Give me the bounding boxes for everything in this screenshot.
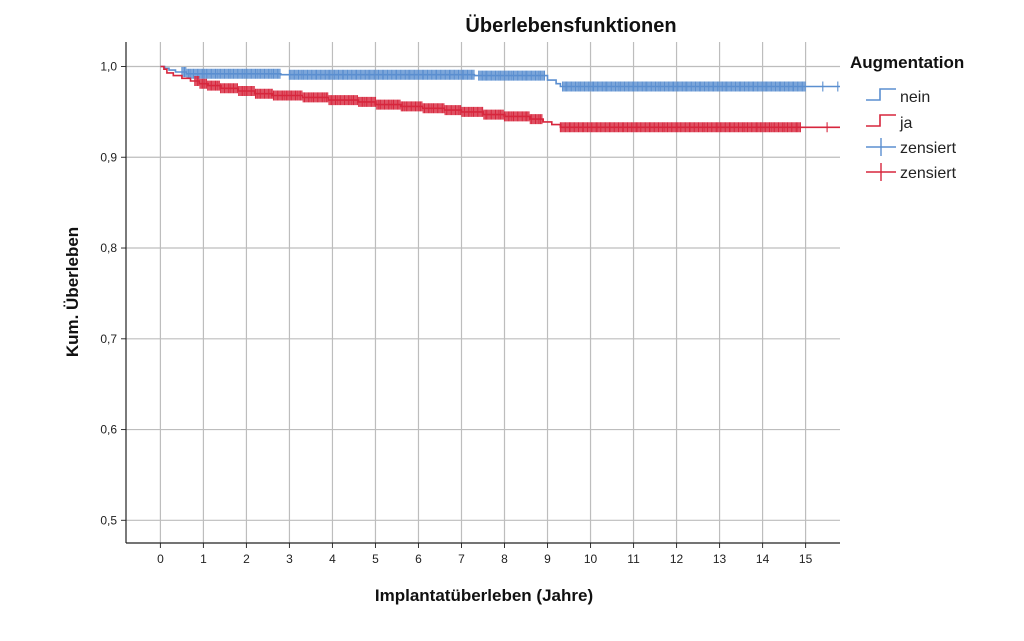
x-tick-label: 7 bbox=[458, 552, 465, 566]
y-tick-label: 0,6 bbox=[100, 423, 117, 437]
legend-label: zensiert bbox=[900, 165, 957, 182]
grid-lines bbox=[126, 42, 840, 543]
x-tick-label: 11 bbox=[627, 552, 640, 566]
legend-entry-nein-1: nein bbox=[866, 88, 930, 106]
x-tick-label: 2 bbox=[243, 552, 250, 566]
series-nein bbox=[160, 65, 840, 92]
axes bbox=[121, 42, 840, 548]
legend-entry-zensiert-3: zensiert bbox=[866, 138, 957, 157]
x-tick-label: 3 bbox=[286, 552, 293, 566]
x-tick-label: 6 bbox=[415, 552, 422, 566]
y-tick-label: 0,5 bbox=[100, 513, 117, 527]
x-tick-labels: 0 1 2 3 4 5 6 7 8 9 10 11 12 13 14 15 bbox=[157, 552, 813, 566]
x-axis-title: Implantatüberleben (Jahre) bbox=[375, 586, 593, 605]
chart-title: Überlebensfunktionen bbox=[465, 14, 676, 37]
legend-label: ja bbox=[899, 115, 913, 132]
censor-marks-nein bbox=[181, 67, 839, 92]
series-ja bbox=[160, 65, 840, 133]
x-tick-label: 9 bbox=[544, 552, 551, 566]
x-tick-label: 4 bbox=[329, 552, 336, 566]
x-tick-label: 1 bbox=[200, 552, 207, 566]
y-tick-label: 0,7 bbox=[100, 332, 117, 346]
y-tick-labels: 0,5 0,6 0,7 0,8 0,9 1,0 bbox=[100, 60, 117, 528]
y-tick-label: 1,0 bbox=[100, 60, 117, 74]
x-tick-label: 14 bbox=[756, 552, 770, 566]
legend: Augmentation nein ja zensiert zensiert bbox=[850, 53, 964, 182]
x-tick-label: 15 bbox=[799, 552, 813, 566]
y-tick-label: 0,9 bbox=[100, 150, 117, 164]
y-tick-label: 0,8 bbox=[100, 241, 117, 255]
survival-line-nein bbox=[160, 65, 840, 88]
x-tick-label: 0 bbox=[157, 552, 164, 566]
censor-marks-ja bbox=[194, 76, 828, 133]
legend-title: Augmentation bbox=[850, 53, 964, 72]
legend-step-swatch bbox=[866, 114, 896, 127]
legend-entry-zensiert-4: zensiert bbox=[866, 163, 957, 182]
legend-label: nein bbox=[900, 89, 930, 106]
x-tick-label: 8 bbox=[501, 552, 508, 566]
x-tick-label: 13 bbox=[713, 552, 727, 566]
legend-entry-ja-2: ja bbox=[866, 114, 913, 132]
legend-step-swatch bbox=[866, 88, 896, 101]
y-axis-title: Kum. Überleben bbox=[63, 227, 82, 357]
series-group bbox=[160, 65, 840, 133]
x-tick-label: 5 bbox=[372, 552, 379, 566]
x-tick-label: 12 bbox=[670, 552, 684, 566]
x-tick-label: 10 bbox=[584, 552, 598, 566]
legend-label: zensiert bbox=[900, 140, 957, 157]
